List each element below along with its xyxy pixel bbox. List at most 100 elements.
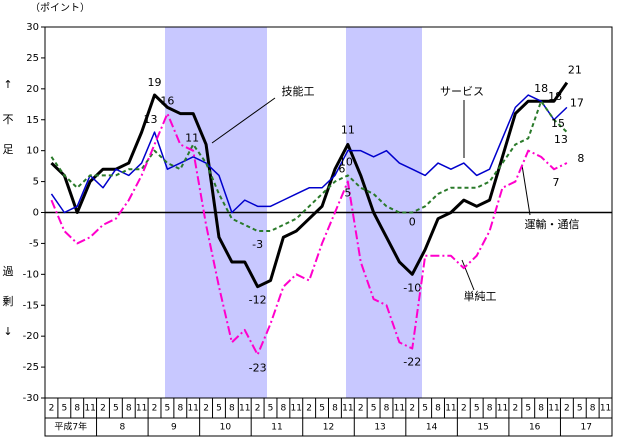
y-tick-label: 30	[26, 22, 39, 33]
value-label: 13	[144, 113, 158, 126]
x-tick-label: 11	[239, 404, 250, 414]
side-label: ↑	[3, 78, 12, 91]
value-label: 7	[553, 176, 560, 189]
x-tick-label: 5	[525, 404, 531, 414]
year-label: 15	[477, 423, 488, 433]
y-tick-label: -20	[23, 331, 39, 342]
value-label: 17	[570, 96, 584, 109]
year-label: 17	[581, 423, 592, 433]
x-tick-label: 2	[100, 404, 106, 414]
value-label: 13	[554, 133, 568, 146]
x-tick-label: 2	[49, 404, 55, 414]
value-label: 10	[339, 156, 353, 169]
value-label: -3	[252, 238, 263, 251]
side-label: 不	[3, 113, 14, 126]
y-tick-label: 10	[26, 146, 39, 157]
series-line	[50, 81, 569, 289]
side-label: 過	[3, 265, 14, 278]
x-tick-label: 11	[136, 404, 147, 414]
x-tick-label: 2	[564, 404, 570, 414]
x-tick-label: 5	[422, 404, 428, 414]
series-callout: サービス	[440, 85, 484, 98]
value-label: -12	[249, 294, 267, 307]
x-tick-label: 11	[548, 404, 559, 414]
x-tick-label: 2	[152, 404, 158, 414]
x-tick-label: 8	[281, 404, 287, 414]
x-tick-label: 8	[384, 404, 390, 414]
y-tick-label: -15	[23, 300, 39, 311]
value-label: 0	[409, 216, 416, 229]
callout-line	[461, 259, 475, 291]
callout-line	[521, 164, 531, 216]
x-tick-label: 2	[306, 404, 312, 414]
y-tick-label: -25	[23, 362, 39, 373]
x-tick-label: 8	[177, 404, 183, 414]
x-tick-label: 5	[216, 404, 222, 414]
value-label: 18	[534, 82, 548, 95]
side-label: 足	[3, 143, 14, 156]
x-tick-label: 8	[538, 404, 544, 414]
x-tick-label: 2	[255, 404, 261, 414]
year-label: 9	[171, 423, 177, 433]
x-tick-label: 8	[487, 404, 493, 414]
year-label: 10	[220, 423, 232, 433]
value-label: 19	[148, 76, 162, 89]
y-tick-label: -30	[23, 393, 39, 404]
x-tick-label: 5	[165, 404, 171, 414]
series-line	[50, 100, 568, 233]
year-label: 12	[323, 423, 334, 433]
value-label: -10	[403, 281, 421, 294]
y-tick-label: 25	[26, 53, 39, 64]
x-tick-label: 5	[61, 404, 67, 414]
x-tick-label: 8	[229, 404, 235, 414]
value-label: 11	[341, 123, 355, 136]
value-label: 15	[551, 117, 565, 130]
x-tick-label: 8	[590, 404, 596, 414]
x-tick-label: 2	[512, 404, 518, 414]
value-label: 18	[548, 90, 562, 103]
year-label: 13	[374, 423, 385, 433]
x-tick-label: 2	[358, 404, 364, 414]
series-callout: 技能工	[282, 84, 315, 98]
value-label: 11	[185, 131, 199, 144]
x-tick-label: 2	[203, 404, 209, 414]
x-tick-label: 11	[342, 404, 353, 414]
x-tick-label: 8	[332, 404, 338, 414]
value-label: -23	[249, 362, 267, 375]
x-tick-label: 8	[126, 404, 132, 414]
x-tick-label: 11	[394, 404, 405, 414]
y-tick-label: 5	[33, 177, 39, 188]
x-tick-label: 8	[74, 404, 80, 414]
x-tick-label: 5	[113, 404, 119, 414]
value-label: 16	[160, 95, 174, 108]
x-tick-label: 11	[497, 404, 508, 414]
y-tick-label: -5	[29, 238, 39, 249]
year-label: 8	[119, 423, 125, 433]
value-label: 8	[577, 152, 584, 165]
x-tick-label: 11	[291, 404, 302, 414]
series-line	[50, 112, 568, 356]
x-tick-label: 11	[84, 404, 95, 414]
x-tick-label: 5	[268, 404, 274, 414]
series-line	[50, 94, 568, 214]
series-callout: 運輸・通信	[525, 217, 580, 231]
year-label: 14	[426, 423, 438, 433]
y-tick-label: 20	[26, 84, 39, 95]
y-tick-label: 0	[33, 208, 39, 219]
value-label: 5	[344, 187, 351, 200]
year-label: 平成7年	[54, 421, 87, 433]
x-tick-label: 11	[187, 404, 198, 414]
x-tick-label: 8	[435, 404, 441, 414]
x-tick-label: 5	[371, 404, 377, 414]
y-tick-label: -10	[23, 269, 39, 280]
x-tick-label: 5	[577, 404, 583, 414]
value-label: 6	[338, 162, 345, 175]
value-label: 21	[568, 64, 582, 77]
x-tick-label: 11	[600, 404, 611, 414]
x-tick-label: 2	[409, 404, 415, 414]
side-label: ↓	[3, 325, 12, 338]
series-callout: 単純工	[464, 289, 497, 303]
x-tick-label: 5	[319, 404, 325, 414]
side-label: 剰	[3, 295, 14, 308]
